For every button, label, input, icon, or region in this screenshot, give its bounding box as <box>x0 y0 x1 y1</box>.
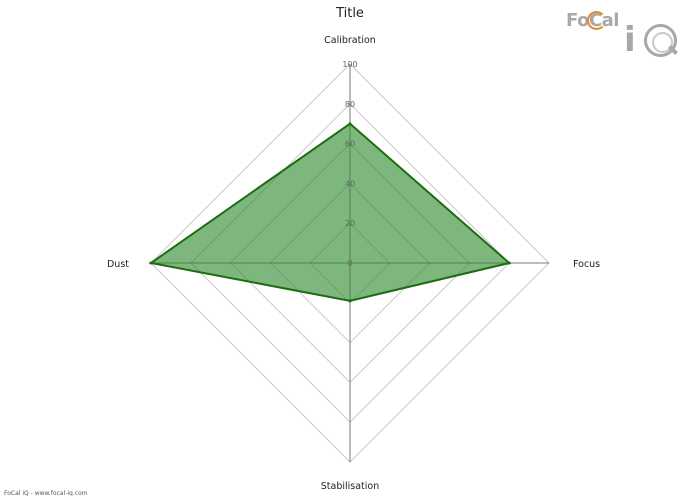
axis-label-dust: Dust <box>107 259 129 270</box>
tick-label-0: 0 <box>347 259 352 268</box>
series-area-1 <box>148 122 512 302</box>
logo-iq-mark: i <box>624 16 684 62</box>
tick-label-20: 20 <box>345 219 355 228</box>
tick-label-80: 80 <box>345 100 355 109</box>
series-point-focus <box>507 261 511 265</box>
axis-labels: Calibration Focus Stabilisation Dust <box>107 35 600 492</box>
series-point-dust <box>149 261 153 265</box>
tick-label-60: 60 <box>345 140 355 149</box>
axis-label-focus: Focus <box>573 259 600 270</box>
radial-ticks: 0 20 40 60 80 100 <box>342 60 357 268</box>
tick-label-40: 40 <box>345 179 355 188</box>
footer-credit: FoCal iQ - www.focal-iq.com <box>4 490 88 497</box>
tick-label-100: 100 <box>342 60 357 69</box>
chart-title: Title <box>335 6 364 21</box>
series-point-stabilisation <box>348 299 352 303</box>
series-point-calibration <box>348 122 352 126</box>
logo-wordmark: FoCal <box>566 10 619 31</box>
focal-iq-logo: FoCal i <box>566 8 681 60</box>
axis-label-stabilisation: Stabilisation <box>321 481 380 492</box>
radar-series <box>148 122 512 303</box>
axis-label-calibration: Calibration <box>324 35 376 46</box>
